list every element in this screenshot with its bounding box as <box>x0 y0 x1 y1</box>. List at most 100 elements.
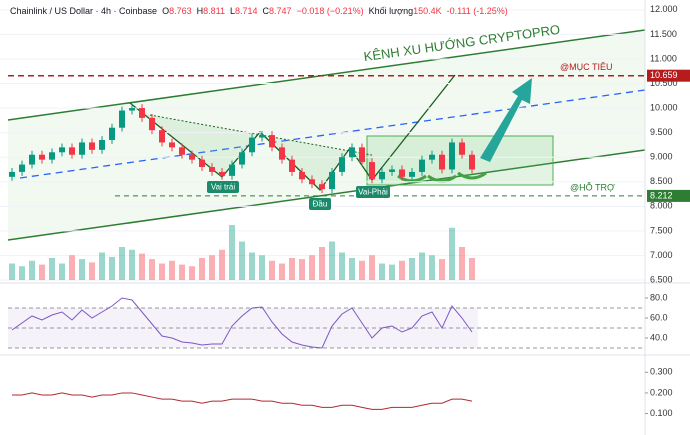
channel-lower <box>7 149 646 241</box>
channel-fill <box>8 30 645 240</box>
volume-bar <box>309 255 315 280</box>
volume-bar <box>219 249 225 280</box>
volume-bar <box>229 225 235 280</box>
level-name: @HỖ TRỢ <box>570 181 615 192</box>
header-value: 8.811 <box>203 6 225 16</box>
volume-bar <box>79 259 85 280</box>
candle-body <box>59 147 65 153</box>
y-tick-label: 8.500 <box>650 176 673 186</box>
header-value: 8.763 <box>169 6 192 16</box>
indicator-line <box>12 392 473 410</box>
header-part: O <box>162 6 169 16</box>
candle-body <box>389 169 395 172</box>
volume-bar <box>409 258 415 280</box>
volume-bar <box>259 255 265 280</box>
plot <box>0 9 645 410</box>
volume-bar <box>439 259 445 280</box>
indicator-line <box>11 297 473 349</box>
candle-body <box>349 147 355 158</box>
y-tick-label: 60.0 <box>650 312 668 322</box>
volume-bar <box>49 258 55 280</box>
y-tick-label: 40.0 <box>650 332 668 342</box>
y-tick-label: 11.000 <box>650 53 677 63</box>
volume-bar <box>429 255 435 280</box>
volume-bar <box>149 259 155 280</box>
candle-body <box>139 108 145 118</box>
volume-bar <box>419 252 425 280</box>
header-part: -0.111 (-1.25%) <box>447 6 508 16</box>
annotation: Đầu <box>313 200 328 209</box>
candle-body <box>469 154 475 170</box>
candle-body <box>79 142 85 155</box>
y-tick-label: 9.500 <box>650 127 673 137</box>
volume-bar <box>99 252 105 280</box>
volume-bar <box>379 263 385 280</box>
volume-bar <box>199 258 205 280</box>
header-part: Khối lượng <box>369 6 413 16</box>
candle-body <box>99 140 105 150</box>
candle-body <box>419 159 425 172</box>
header-part: H <box>197 6 204 16</box>
volume-bar <box>129 249 135 280</box>
label-box <box>356 186 390 198</box>
volume-bar <box>39 264 45 280</box>
y-tick-label: 0.200 <box>650 387 673 397</box>
header: Chainlink / US Dollar · 4h · Coinbase O8.… <box>10 6 508 16</box>
volume-bar <box>209 255 215 280</box>
candle-body <box>289 159 295 172</box>
volume-bar <box>19 266 25 280</box>
candle-body <box>19 164 25 172</box>
label-box <box>207 181 239 193</box>
candle-body <box>359 147 365 163</box>
candle-body <box>9 171 15 177</box>
candle-body <box>339 157 345 172</box>
candle-body <box>159 130 165 143</box>
price-badge <box>647 189 690 202</box>
header-part: −0.018 (−0.21%) <box>297 6 364 16</box>
candle-body <box>29 154 35 165</box>
candle-body <box>179 147 185 155</box>
volume-bar <box>349 258 355 280</box>
candle-body <box>279 147 285 160</box>
swings <box>397 171 487 183</box>
candle-body <box>239 152 245 165</box>
channel-mid <box>19 89 646 179</box>
header-part: L <box>230 6 235 16</box>
candle-body <box>439 154 445 170</box>
volume-bar <box>359 260 365 280</box>
candle-body <box>299 171 305 180</box>
candle-body <box>219 171 225 176</box>
header-value: 8.714 <box>235 6 258 16</box>
level-name: @MỤC TIÊU <box>560 62 612 72</box>
y-tick-label: 9.000 <box>650 152 673 162</box>
volume-bar <box>59 263 65 280</box>
candle-body <box>329 171 335 190</box>
volume-bar <box>249 252 255 280</box>
target-arrow <box>480 78 532 162</box>
volume-bar <box>319 247 325 280</box>
volume-bar <box>189 266 195 280</box>
volume-bar <box>269 260 275 280</box>
candle-body <box>229 164 235 176</box>
candle-body <box>309 179 315 185</box>
y-tick-label: 0.100 <box>650 408 673 418</box>
y-tick-label: 10.500 <box>650 78 678 88</box>
header-text: Chainlink / US Dollar · 4h · Coinbase O8.… <box>10 6 508 16</box>
candle-body <box>209 167 215 172</box>
candle-body <box>249 137 255 153</box>
candle-body <box>379 171 385 180</box>
volume-bar <box>279 263 285 280</box>
volume-bar <box>399 260 405 280</box>
volume-bar <box>109 256 115 280</box>
y-tick-label: 7.500 <box>650 225 673 235</box>
candle-body <box>69 147 75 155</box>
candle-body <box>109 127 115 140</box>
volume-bar <box>239 241 245 280</box>
candle-body <box>199 159 205 168</box>
annotation: Vai-Phải <box>358 188 388 197</box>
volume-bar <box>449 227 455 280</box>
header-value: 8.747 <box>269 6 292 16</box>
candle-body <box>429 154 435 160</box>
volume-bar <box>329 241 335 280</box>
